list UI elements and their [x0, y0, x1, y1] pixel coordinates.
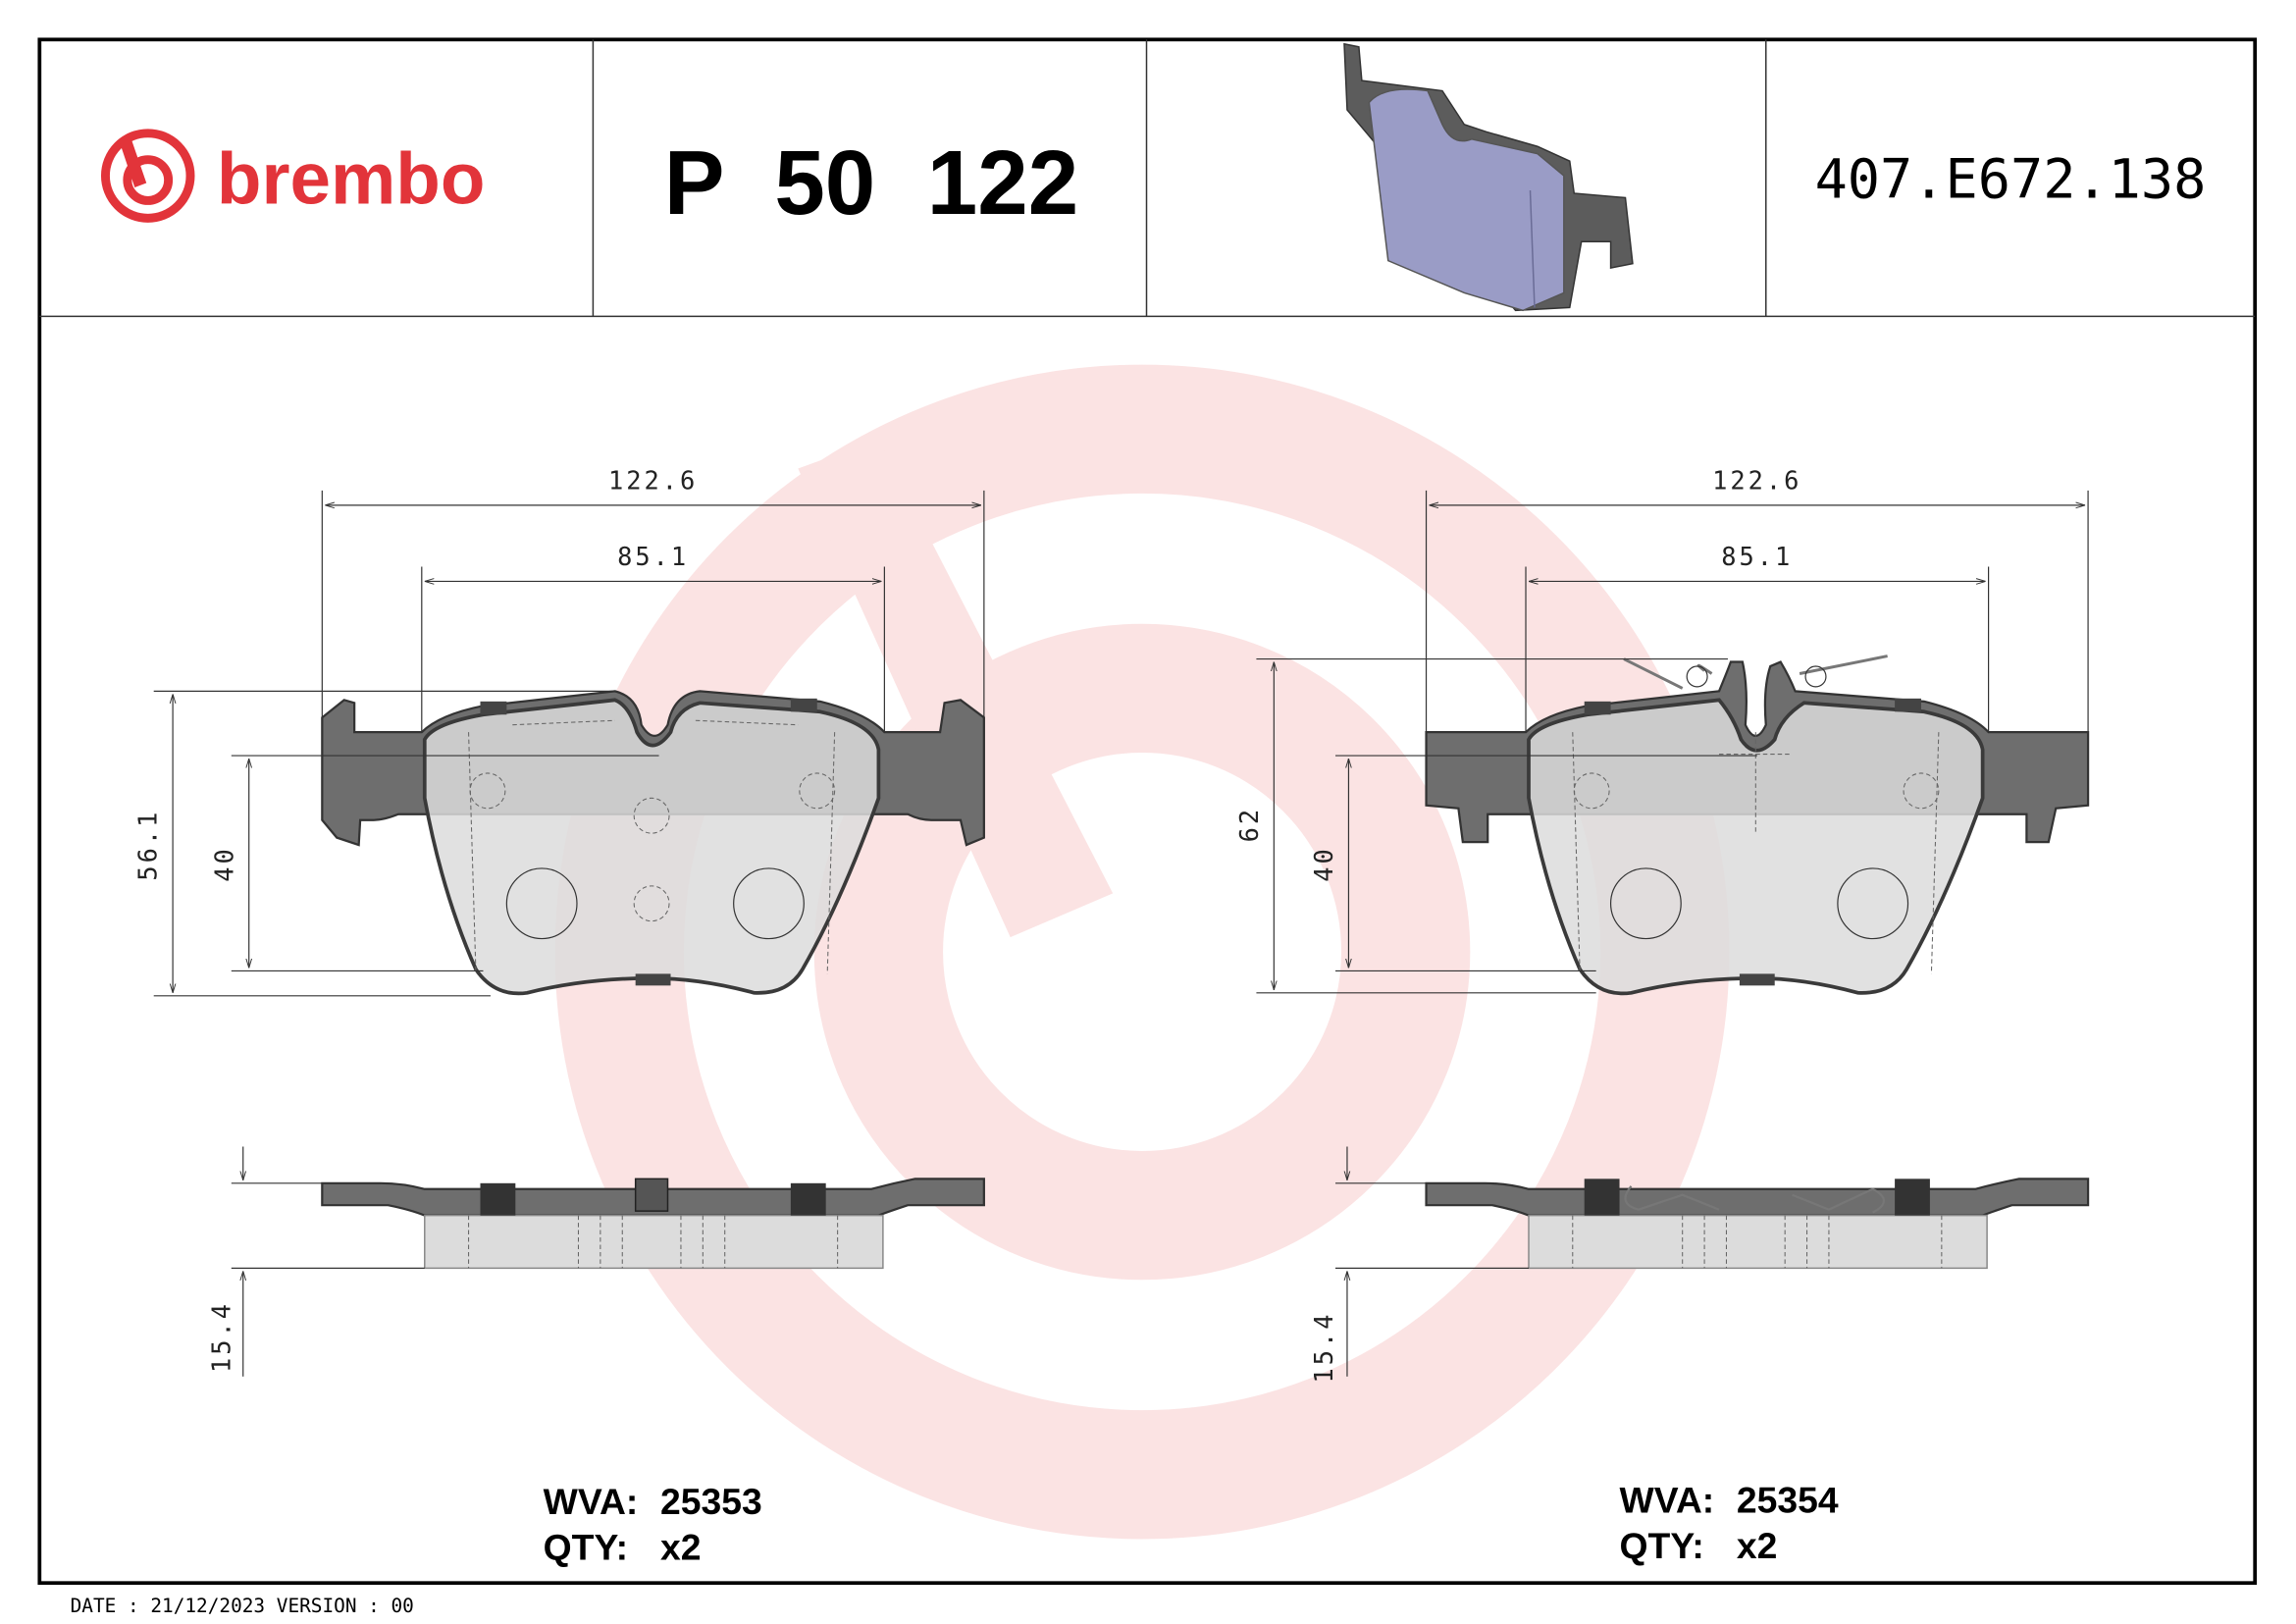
friction-height-dimension: 40	[209, 846, 238, 882]
inner-width-dimension: 85.1	[617, 542, 689, 571]
right-qty-value: x2	[1737, 1525, 1778, 1566]
height-dimension: 56.1	[133, 810, 163, 881]
friction-material	[1527, 698, 1985, 996]
right-wva-value: 25354	[1737, 1480, 1839, 1521]
date-version: DATE : 21/12/2023 VERSION : 00	[71, 1595, 414, 1617]
brembo-logo-icon	[100, 129, 195, 223]
thickness-dimension: 15.4	[206, 1301, 235, 1373]
pad-3d-preview	[1343, 42, 1634, 312]
left-pad-drawing	[321, 690, 985, 1270]
friction-height-dimension: 40	[1309, 846, 1338, 882]
brand-name: brembo	[217, 136, 486, 219]
reference-code: 407.E672.138	[1815, 148, 2207, 211]
left-wva-value: 25353	[660, 1481, 762, 1522]
brembo-logo: brembo	[100, 129, 486, 223]
width-dimension: 122.6	[1712, 465, 1801, 495]
right-qty-label: QTY:	[1620, 1525, 1704, 1566]
friction-side	[1528, 1214, 1988, 1270]
backplate-side	[1425, 1178, 2090, 1217]
part-number: P 50 122	[664, 131, 1078, 234]
right-wva-label: WVA:	[1620, 1480, 1715, 1521]
left-wva-label: WVA:	[544, 1481, 639, 1522]
height-dimension: 62	[1234, 807, 1264, 843]
thickness-dimension: 15.4	[1309, 1311, 1338, 1383]
left-qty-value: x2	[660, 1526, 702, 1567]
friction-side	[424, 1214, 884, 1270]
right-pad-drawing	[1425, 655, 2090, 1270]
right-dimensions: 122.6 85.1 62 40 15.4	[1234, 465, 2089, 1383]
friction-material	[422, 698, 881, 996]
left-dimensions: 122.6 85.1 56.1 40 15.4	[133, 465, 985, 1377]
left-qty-label: QTY:	[544, 1526, 628, 1567]
width-dimension: 122.6	[608, 465, 698, 495]
inner-width-dimension: 85.1	[1721, 542, 1793, 571]
